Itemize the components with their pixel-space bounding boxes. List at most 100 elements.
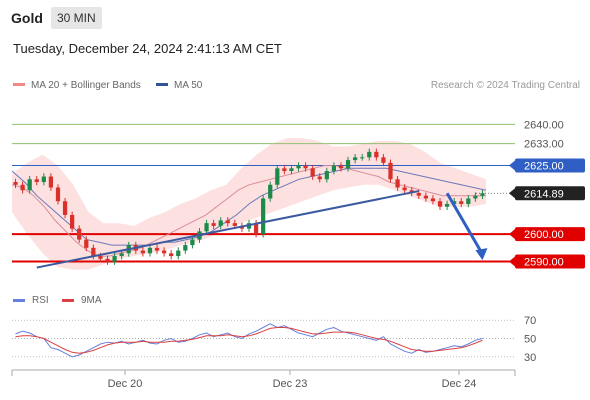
x-tick-label-Dec 24: Dec 24 [442, 378, 477, 390]
candle-body [268, 184, 273, 199]
candle-body [147, 247, 153, 254]
candle-body [169, 253, 174, 257]
candle-body [374, 151, 379, 158]
candle-body [119, 253, 124, 257]
candle-body [338, 165, 344, 169]
legend-ma50: MA 50 [156, 80, 202, 91]
level-label-2614.89: 2614.89 [524, 188, 564, 200]
candle-body [444, 203, 450, 207]
forecast-arrow-head [475, 248, 488, 261]
candle-body [211, 223, 216, 226]
candle-body [204, 223, 209, 232]
level-label-2590.00: 2590.00 [524, 257, 564, 269]
candle-body [360, 157, 365, 159]
candle-body [84, 239, 89, 248]
candle-body [367, 151, 372, 158]
candle-body [296, 165, 301, 169]
rsi-level-label-70: 70 [524, 315, 536, 327]
candle-body [466, 198, 471, 204]
symbol-title: Gold [11, 10, 43, 26]
level-tag-2590.00 [515, 254, 585, 269]
copyright: Research © 2024 Trading Central [430, 80, 580, 91]
timestamp: Tuesday, December 24, 2024 2:41:13 AM CE… [13, 41, 282, 56]
level-label-2600.00: 2600.00 [524, 229, 564, 241]
candle-body [423, 195, 428, 199]
level-tag-2625.00 [515, 158, 585, 173]
level-label-2633.00: 2633.00 [524, 139, 564, 151]
candle-body [310, 168, 315, 177]
forecast-arrow-shaft [445, 192, 484, 255]
candle-body [98, 256, 103, 259]
x-tick-label-Dec 23: Dec 23 [273, 378, 308, 390]
candle-body [459, 201, 464, 204]
level-tag-arrow [509, 229, 515, 240]
candle-body [416, 192, 421, 196]
legend-ma50-swatch [156, 82, 168, 86]
level-tag-2600.00 [515, 227, 585, 242]
candle-body [331, 165, 337, 172]
legend-ma20-label: MA 20 + Bollinger Bands [31, 80, 141, 91]
rsi-legend-label: 9MA [81, 295, 102, 306]
candle-body [253, 223, 259, 235]
candle-body [388, 162, 393, 180]
rsi-line [15, 323, 483, 358]
chart-header: Gold 30 MIN [0, 0, 590, 36]
rsi-ma-line [15, 327, 483, 354]
rsi-level-label-50: 50 [524, 334, 536, 346]
candle-body [275, 168, 280, 185]
candle-body [303, 165, 308, 169]
level-tag-arrow [509, 256, 515, 267]
candle-body [161, 250, 167, 254]
candle-body [402, 187, 407, 191]
candle-body [77, 228, 82, 240]
candle-body [176, 250, 181, 257]
candle-body [70, 214, 75, 229]
ma50-line [11, 167, 487, 246]
candle-body [105, 258, 110, 262]
candle-body [140, 250, 146, 254]
candle-body [20, 184, 25, 191]
candle-body [55, 187, 61, 202]
candle-body [437, 201, 443, 207]
rsi-legend-swatch [62, 299, 74, 302]
legend-ma20: MA 20 + Bollinger Bands [13, 80, 141, 91]
candle-body [352, 157, 358, 161]
candle-body [395, 179, 400, 188]
trendline [36, 190, 419, 269]
ma20-line [11, 165, 486, 257]
legend-ma50-label: MA 50 [174, 80, 203, 91]
candle-body [48, 176, 54, 188]
candle-body [324, 171, 329, 180]
timeframe-badge[interactable]: 30 MIN [51, 7, 102, 29]
level-tag-2614.89 [515, 186, 585, 201]
legend-ma20-swatch [13, 82, 25, 86]
rsi-legend-label: RSI [32, 295, 49, 306]
candle-body [62, 201, 68, 215]
candle-body [13, 182, 18, 185]
candle-body [430, 198, 436, 202]
candle-body [225, 220, 230, 224]
level-tag-arrow [509, 160, 515, 171]
candle-body [480, 193, 485, 196]
candle-body [190, 239, 195, 246]
level-tag-arrow [509, 188, 515, 199]
candle-body [317, 176, 322, 180]
candle-body [112, 256, 117, 262]
candle-body [473, 195, 478, 199]
candle-body [345, 160, 351, 169]
rsi-level-label-30: 30 [524, 352, 536, 364]
candle-body [218, 220, 223, 226]
rsi-legend-swatch [13, 299, 25, 302]
candle-body [91, 247, 96, 257]
candle-body [154, 247, 160, 251]
candle-body [381, 157, 386, 163]
candle-body [261, 198, 266, 235]
candle-body [289, 168, 294, 172]
candle-body [232, 223, 237, 226]
level-label-2640.00: 2640.00 [524, 119, 564, 131]
candle-body [282, 168, 287, 172]
x-tick-label-Dec 20: Dec 20 [108, 378, 143, 390]
candle-body [41, 176, 46, 183]
candle-body [183, 245, 188, 251]
